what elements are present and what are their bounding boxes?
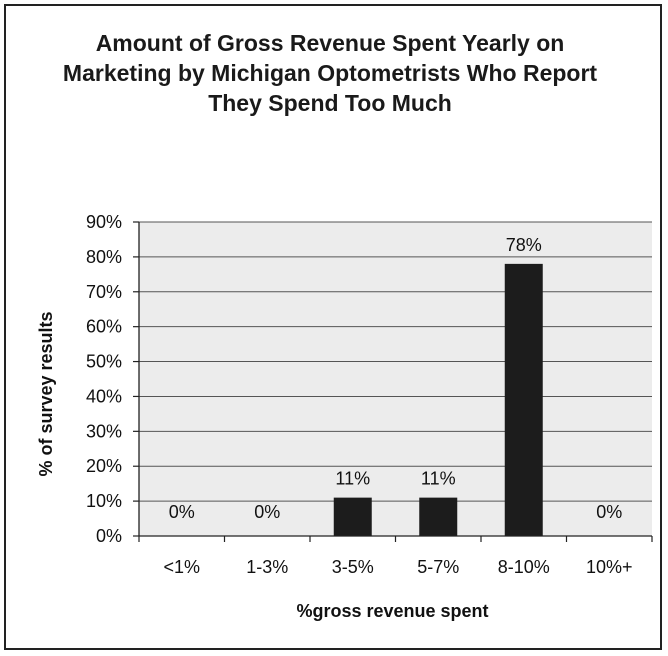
- x-tick-label: 10%+: [586, 557, 633, 577]
- data-label: 78%: [506, 235, 542, 255]
- bar: [333, 497, 372, 536]
- x-tick-label: <1%: [163, 557, 200, 577]
- data-label: 0%: [169, 502, 195, 522]
- data-label: 0%: [254, 502, 280, 522]
- labels: 0% 10% 20% 30% 40% 50% 60% 70% 80% 90% 0% <1% 0% 1-3%…: [86, 212, 633, 577]
- bar: [419, 497, 458, 536]
- gridlines: [139, 221, 652, 502]
- y-tick-label: 20%: [86, 456, 122, 476]
- y-tick-label: 0%: [96, 526, 122, 546]
- y-tick-label: 10%: [86, 491, 122, 511]
- bars: [333, 263, 543, 536]
- x-tick-label: 1-3%: [246, 557, 288, 577]
- y-tick-label: 80%: [86, 247, 122, 267]
- y-tick-label: 40%: [86, 386, 122, 406]
- data-label: 11%: [335, 469, 370, 489]
- data-label: 0%: [596, 502, 622, 522]
- y-tick-label: 50%: [86, 352, 122, 372]
- y-tick-label: 60%: [86, 317, 122, 337]
- y-tick-label: 70%: [86, 282, 122, 302]
- y-tick-label: 30%: [86, 421, 122, 441]
- y-axis-title: % of survey results: [36, 311, 56, 476]
- data-label: 11%: [421, 469, 456, 489]
- chart-title: Amount of Gross Revenue Spent Yearly on …: [62, 30, 598, 116]
- x-tick-label: 8-10%: [498, 557, 550, 577]
- x-tick-label: 3-5%: [332, 557, 374, 577]
- plot-area: [139, 222, 652, 536]
- y-tick-label: 90%: [86, 212, 122, 232]
- x-axis-title: %gross revenue spent: [296, 601, 488, 621]
- axes: [133, 221, 653, 542]
- x-tick-label: 5-7%: [417, 557, 459, 577]
- bar: [504, 263, 543, 536]
